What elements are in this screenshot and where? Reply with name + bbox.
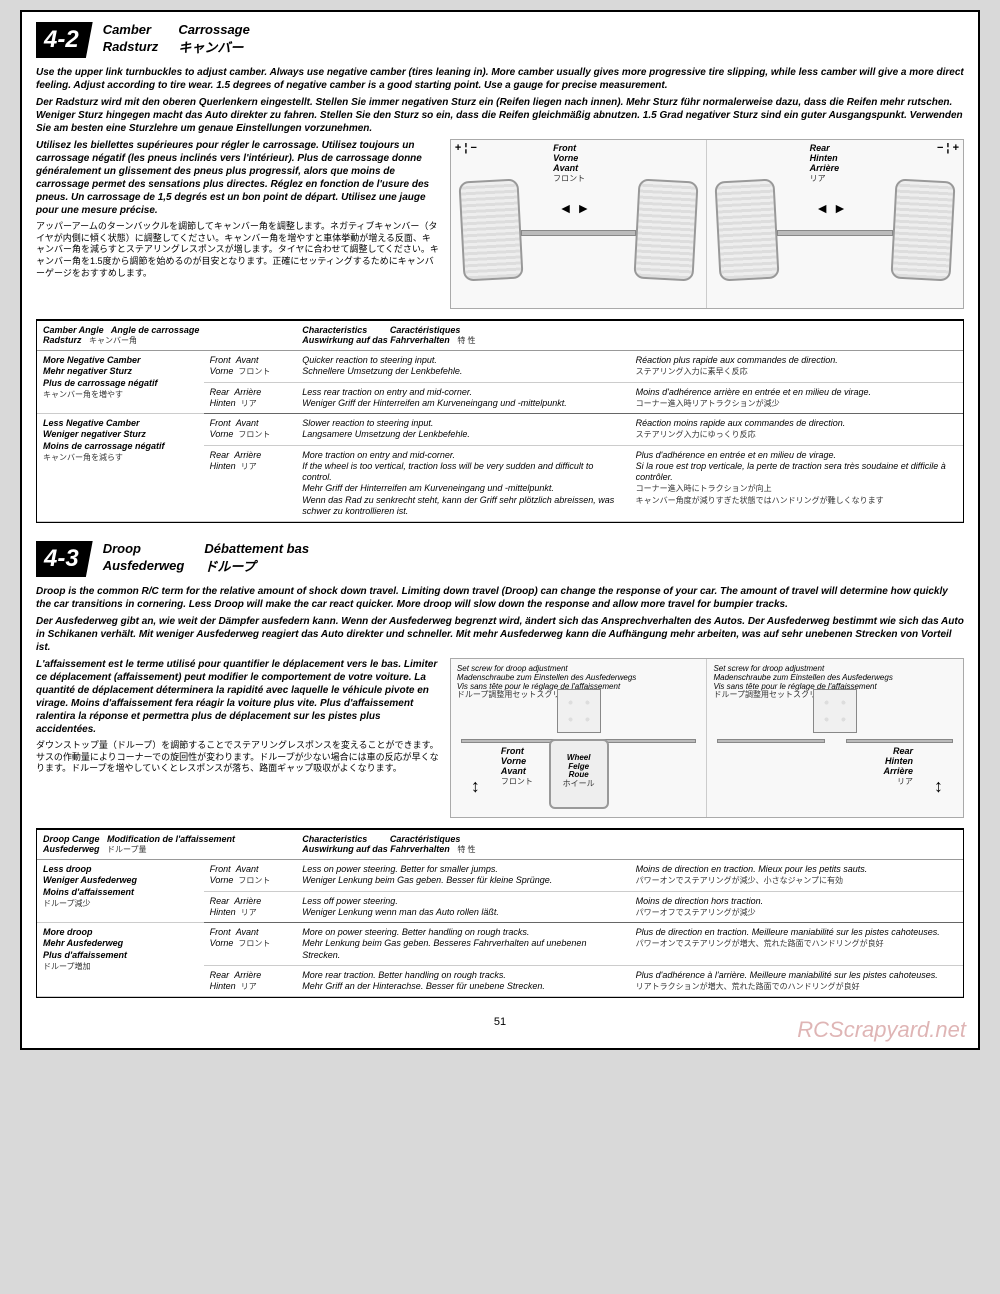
- arm-icon: [717, 739, 824, 743]
- intro-fr: Utilisez les biellettes supérieures pour…: [36, 139, 440, 217]
- label-wheel: Wheel Felge Roue ホイール: [563, 754, 595, 789]
- table-row: Less Negative Camber Weniger negativer S…: [37, 414, 963, 446]
- wheel-icon: [890, 178, 955, 281]
- droop-front-diagram: Set screw for droop adjustment Madenschr…: [451, 659, 708, 817]
- page-number: 51: [36, 1016, 964, 1028]
- th-characteristics: Characteristics Caractéristiques Auswirk…: [296, 321, 963, 351]
- arrow-icon: ◄ ►: [559, 200, 599, 210]
- droop-rear-diagram: Set screw for droop adjustment Madenschr…: [707, 659, 963, 817]
- droop-table: Droop Cange Modification de l'affaisseme…: [36, 828, 964, 998]
- wheel-icon: [458, 178, 523, 281]
- diagram-row: L'affaissement est le terme utilisé pour…: [36, 658, 964, 818]
- title-jp: ドループ: [204, 556, 309, 575]
- camber-table: Camber Angle Angle de carrossage Radstur…: [36, 319, 964, 523]
- intro-de: Der Ausfederweg gibt an, wie weit der Dä…: [36, 615, 964, 654]
- label-rear: Rear Hinten Arrière リア: [810, 144, 840, 184]
- label-front: Front Vorne Avant フロント: [553, 144, 585, 184]
- intro-jp: アッパーアームのターンバックルを調節してキャンバー角を調整します。ネガティブキャ…: [36, 221, 440, 279]
- arrow-icon: ◄ ►: [815, 200, 855, 210]
- section-header: 4-2 Camber Carrossage Radsturz キャンバー: [36, 22, 964, 58]
- section-number: 4-3: [36, 541, 93, 577]
- title-en: Droop: [103, 541, 185, 556]
- section-header: 4-3 Droop Débattement bas Ausfederweg ドル…: [36, 541, 964, 577]
- intro-de: Der Radsturz wird mit den oberen Querlen…: [36, 96, 964, 135]
- th-camber-angle: Camber Angle Angle de carrossage Radstur…: [37, 321, 296, 351]
- camber-rear-diagram: − ¦ + Rear Hinten Arrière リア ◄ ►: [707, 140, 963, 308]
- pm-right: − ¦ +: [937, 142, 959, 154]
- section-titles: Droop Débattement bas Ausfederweg ドループ: [103, 541, 309, 575]
- intro-left-column: L'affaissement est le terme utilisé pour…: [36, 658, 440, 818]
- pm-left: + ¦ −: [455, 142, 477, 154]
- label-rear: Rear Hinten Arrière リア: [883, 747, 913, 787]
- title-jp: キャンバー: [178, 37, 250, 56]
- shock-tower-icon: [557, 689, 601, 733]
- intro-fr: L'affaissement est le terme utilisé pour…: [36, 658, 440, 736]
- shock-tower-icon: [813, 689, 857, 733]
- label-front: Front Vorne Avant フロント: [501, 747, 533, 787]
- arm-icon: [846, 739, 953, 743]
- section-titles: Camber Carrossage Radsturz キャンバー: [103, 22, 250, 56]
- title-en: Camber: [103, 22, 159, 37]
- title-de: Ausfederweg: [103, 558, 185, 573]
- arrow-updown-icon: ↕: [471, 776, 480, 797]
- title-fr: Carrossage: [178, 22, 250, 37]
- table-row: More Negative Camber Mehr negativer Stur…: [37, 351, 963, 383]
- th-characteristics: Characteristics Caractéristiques Auswirk…: [296, 830, 963, 860]
- table-row: Less droop Weniger Ausfederweg Moins d'a…: [37, 860, 963, 892]
- th-droop-change: Droop Cange Modification de l'affaisseme…: [37, 830, 296, 860]
- title-fr: Débattement bas: [204, 541, 309, 556]
- section-number: 4-2: [36, 22, 93, 58]
- table-row: More droop Mehr Ausfederweg Plus d'affai…: [37, 923, 963, 966]
- intro-en: Use the upper link turnbuckles to adjust…: [36, 66, 964, 92]
- arrow-updown-icon: ↕: [934, 776, 943, 797]
- camber-front-diagram: + ¦ − Front Vorne Avant フロント ◄ ►: [451, 140, 708, 308]
- manual-page: 4-2 Camber Carrossage Radsturz キャンバー Use…: [20, 10, 980, 1050]
- section-4-2: 4-2 Camber Carrossage Radsturz キャンバー Use…: [36, 22, 964, 523]
- droop-diagram: Set screw for droop adjustment Madenschr…: [450, 658, 964, 818]
- camber-diagram: + ¦ − Front Vorne Avant フロント ◄ ►: [450, 139, 964, 309]
- wheel-icon: [634, 178, 699, 281]
- title-de: Radsturz: [103, 39, 159, 54]
- axle: [521, 230, 637, 236]
- diagram-row: Utilisez les biellettes supérieures pour…: [36, 139, 964, 309]
- intro-en: Droop is the common R/C term for the rel…: [36, 585, 964, 611]
- intro-jp: ダウンストップ量（ドループ）を調節することでステアリングレスポンスを変えることが…: [36, 740, 440, 775]
- axle: [777, 230, 893, 236]
- wheel-icon: [715, 178, 780, 281]
- intro-left-column: Utilisez les biellettes supérieures pour…: [36, 139, 440, 309]
- section-4-3: 4-3 Droop Débattement bas Ausfederweg ドル…: [36, 541, 964, 998]
